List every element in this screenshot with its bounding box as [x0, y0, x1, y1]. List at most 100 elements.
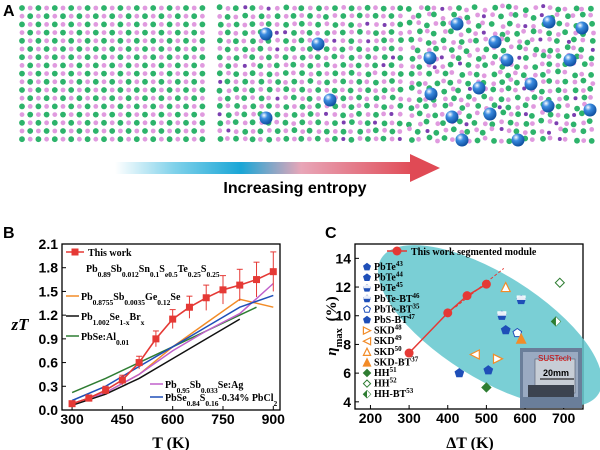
green-atom — [547, 130, 551, 135]
green-atom — [150, 70, 157, 77]
green-atom — [381, 54, 388, 60]
pink-atom — [259, 103, 265, 109]
green-atom — [233, 21, 240, 28]
pink-atom — [525, 96, 530, 102]
pink-atom — [234, 46, 239, 52]
pink-atom — [382, 127, 387, 133]
pink-atom — [439, 111, 445, 117]
green-atom — [283, 38, 289, 44]
pink-atom — [118, 112, 123, 117]
pink-atom — [191, 22, 197, 27]
pentagon-half-fill — [516, 295, 526, 300]
pink-atom — [513, 87, 518, 93]
pink-atom — [373, 103, 379, 109]
pink-atom — [474, 127, 479, 133]
green-atom — [522, 102, 529, 109]
green-atom — [381, 37, 387, 44]
pink-atom — [579, 6, 584, 12]
green-atom — [51, 5, 58, 11]
green-atom — [331, 87, 338, 94]
x-tick-label: 450 — [111, 411, 135, 427]
this-work-point — [85, 394, 93, 402]
green-atom — [232, 5, 239, 12]
green-atom — [166, 37, 173, 44]
green-atom — [464, 128, 471, 135]
green-atom — [51, 37, 58, 44]
pink-atom — [19, 46, 25, 52]
green-atom — [142, 29, 148, 36]
pink-atom — [340, 21, 346, 27]
green-atom — [298, 37, 305, 44]
pink-atom — [109, 87, 115, 93]
green-atom — [282, 119, 289, 126]
green-atom — [372, 62, 378, 69]
pink-atom — [275, 103, 280, 109]
y-tick-label: 6 — [343, 365, 351, 381]
pink-atom — [341, 5, 347, 10]
pink-atom — [167, 112, 173, 117]
green-atom — [514, 64, 520, 70]
green-atom — [101, 119, 107, 126]
pink-atom — [36, 63, 41, 68]
green-atom — [388, 45, 395, 52]
pink-atom — [77, 38, 82, 44]
green-atom — [314, 54, 321, 60]
pink-atom — [126, 71, 131, 76]
pink-atom — [126, 120, 131, 126]
pink-atom — [332, 112, 338, 117]
green-atom — [133, 21, 140, 28]
green-atom — [555, 68, 561, 75]
green-atom — [43, 13, 50, 20]
green-atom — [500, 47, 507, 54]
green-atom — [447, 61, 454, 68]
green-atom — [538, 117, 545, 124]
green-atom — [282, 54, 289, 61]
green-atom — [441, 88, 448, 95]
green-atom — [43, 78, 50, 85]
pink-atom — [250, 30, 256, 35]
green-atom — [541, 4, 546, 9]
pentagon-half-fill — [497, 311, 507, 316]
pentagon-marker — [363, 315, 371, 324]
green-atom — [275, 79, 281, 85]
green-atom — [373, 79, 379, 86]
pink-atom — [332, 30, 337, 35]
green-atom — [166, 103, 173, 110]
pink-atom — [77, 136, 82, 142]
green-atom — [283, 135, 290, 142]
diamond-marker — [481, 382, 492, 393]
pink-atom — [191, 38, 197, 44]
green-atom — [572, 72, 578, 79]
pink-atom — [529, 37, 535, 43]
green-atom — [84, 103, 91, 110]
pink-atom — [443, 29, 448, 34]
green-atom — [530, 129, 537, 136]
triangle-marker — [468, 349, 480, 360]
pink-atom — [508, 111, 514, 117]
pink-atom — [44, 38, 49, 44]
green-atom — [142, 111, 148, 118]
pink-atom — [307, 136, 312, 142]
green-atom — [183, 87, 189, 93]
green-atom — [150, 54, 157, 61]
green-atom — [372, 12, 379, 19]
pink-atom — [283, 62, 289, 68]
pink-atom — [68, 95, 74, 101]
blue-dopant-atom — [472, 81, 486, 95]
green-atom — [332, 22, 339, 28]
green-atom — [465, 80, 471, 87]
green-atom — [389, 128, 396, 135]
pink-atom — [515, 105, 521, 110]
pink-atom — [159, 71, 164, 76]
pink-atom — [357, 5, 362, 11]
green-atom — [540, 52, 547, 59]
green-atom — [125, 128, 132, 134]
pink-atom — [150, 95, 156, 101]
green-atom — [27, 128, 34, 134]
green-atom — [408, 36, 415, 43]
green-atom — [191, 29, 198, 36]
green-atom — [109, 13, 116, 20]
green-atom — [505, 3, 512, 10]
pink-atom — [52, 63, 58, 68]
pink-atom — [340, 38, 346, 44]
